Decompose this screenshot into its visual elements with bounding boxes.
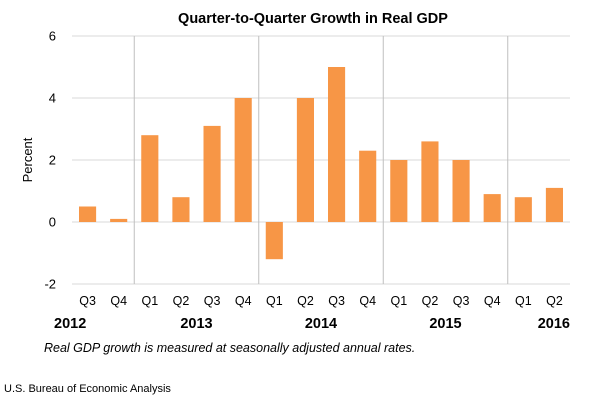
bar [296,98,314,222]
year-labels: 2012 2013 2014 2015 2016 [54,316,570,332]
category-label: Q2 [422,294,439,308]
category-label: Q3 [328,294,345,308]
footnote: Real GDP growth is measured at seasonall… [44,341,416,355]
category-label: Q2 [546,294,563,308]
category-label: Q1 [390,294,407,308]
category-label: Q3 [204,294,221,308]
bar [172,197,190,222]
y-tick-label: 2 [49,153,56,168]
year-label: 2013 [180,316,212,332]
category-labels: Q3 Q4 Q1 Q2 Q3 Q4 Q1 Q2 Q3 Q4 Q1 Q2 Q3 Q4 Q1 Q2 [79,294,563,308]
category-label: Q3 [453,294,470,308]
category-label: Q3 [79,294,96,308]
category-label: Q4 [359,294,376,308]
bar [483,194,501,222]
bar [359,150,377,222]
year-label: 2015 [429,316,461,332]
bar [265,222,283,260]
category-label: Q1 [515,294,532,308]
year-label: 2012 [54,316,86,332]
category-label: Q4 [110,294,127,308]
category-label: Q2 [297,294,314,308]
bar [390,160,408,222]
y-tick-label: 0 [49,215,56,230]
bar [141,135,159,222]
bar [234,98,252,222]
year-label: 2014 [305,316,337,332]
bar [514,197,532,222]
bars [79,67,563,260]
year-label: 2016 [538,316,570,332]
category-label: Q4 [484,294,501,308]
source-credit: U.S. Bureau of Economic Analysis [4,383,171,395]
year-dividers [133,36,509,284]
category-label: Q1 [141,294,158,308]
bar [328,67,346,222]
y-tick-label: 6 [49,29,56,44]
y-axis-label: Percent [20,137,35,182]
bar [79,206,97,222]
bar [545,187,563,222]
bar [203,125,221,222]
category-label: Q4 [235,294,252,308]
bar [452,160,470,222]
y-tick-labels: -2 0 2 4 6 [44,29,56,292]
y-tick-label: -2 [44,277,56,292]
category-label: Q2 [173,294,190,308]
chart-title: Quarter-to-Quarter Growth in Real GDP [178,11,448,27]
category-label: Q1 [266,294,283,308]
bar [110,218,128,222]
bar [421,141,439,222]
y-tick-label: 4 [49,91,56,106]
